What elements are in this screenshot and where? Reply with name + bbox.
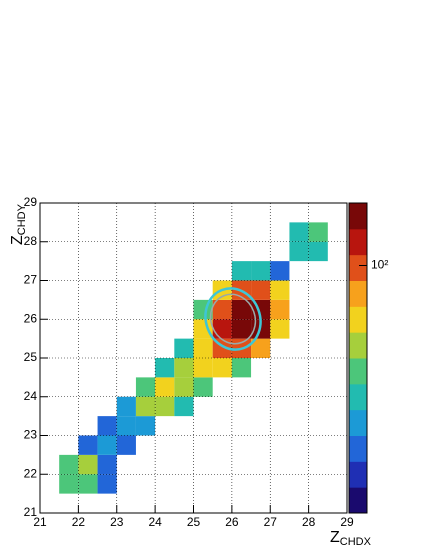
y-title-sub: CHDY [16, 203, 28, 235]
cell [251, 338, 271, 358]
cell [78, 454, 98, 475]
cell [116, 416, 136, 436]
colorbar-segment [349, 409, 367, 436]
cell [97, 454, 117, 475]
y-tick-label: 25 [24, 350, 38, 364]
cell [270, 299, 290, 320]
cell [231, 358, 252, 378]
cell [212, 319, 232, 339]
cell [231, 319, 252, 339]
colorbar-segment [349, 358, 367, 385]
x-tick-label: 23 [110, 515, 124, 529]
colorbar-segment [349, 280, 367, 307]
x-tick-label: 21 [33, 515, 47, 529]
cell [59, 474, 79, 494]
colorbar-segment [349, 254, 367, 281]
colorbar-segment [349, 461, 367, 488]
cell [289, 222, 309, 242]
y-tick-label: 28 [24, 234, 38, 248]
y-tick-label: 22 [24, 466, 38, 480]
cell [78, 435, 98, 455]
colorbar-segment [349, 487, 367, 514]
y-tick-label: 29 [24, 195, 38, 209]
cell [212, 299, 232, 320]
cells [59, 222, 328, 494]
x-tick-label: 24 [148, 515, 162, 529]
cell [251, 280, 271, 300]
y-tick-label: 23 [24, 428, 38, 442]
x-tick-label: 28 [302, 515, 316, 529]
colorbar-segment [349, 306, 367, 333]
x-title-base: Z [330, 529, 340, 546]
colorbar-frame [348, 202, 368, 514]
cell [193, 338, 213, 358]
cell [270, 280, 290, 300]
y-tick-label: 26 [24, 311, 38, 325]
y-tick-label: 27 [24, 273, 38, 287]
cell [231, 299, 252, 320]
cell [231, 261, 252, 281]
cell [97, 474, 117, 494]
cell [135, 396, 156, 417]
x-tick-label: 25 [187, 515, 201, 529]
cell [270, 261, 290, 281]
contour-inner [209, 293, 257, 345]
cell [251, 261, 271, 281]
cell [193, 319, 213, 339]
cell [193, 377, 213, 397]
contour-outer [204, 287, 262, 351]
cell [135, 416, 156, 436]
y-tick-label: 21 [24, 505, 38, 519]
frame [39, 202, 348, 514]
cell [155, 377, 175, 397]
x-tick-label: 27 [264, 515, 278, 529]
y-axis-title: ZCHDY [9, 203, 28, 245]
colorbar-segment [349, 383, 367, 411]
cell [135, 377, 156, 397]
cell [97, 416, 117, 436]
cell [270, 319, 290, 339]
cell [97, 435, 117, 455]
colorbar-segment [349, 203, 367, 230]
cell [174, 338, 194, 358]
cell [174, 377, 194, 397]
y-title-base: Z [9, 235, 26, 245]
cell [59, 454, 79, 475]
x-tick-label: 22 [72, 515, 86, 529]
cell [155, 358, 175, 378]
cell [116, 396, 136, 417]
cell [289, 241, 309, 262]
cell [116, 435, 136, 455]
x-title-sub: CHDX [340, 536, 372, 548]
cell [78, 474, 98, 494]
colorbar-segment [349, 435, 367, 462]
cell [193, 358, 213, 378]
cell [212, 358, 232, 378]
y-tick-label: 24 [24, 389, 38, 403]
x-tick-label: 26 [225, 515, 239, 529]
cell [174, 358, 194, 378]
cell [155, 396, 175, 417]
cell [174, 396, 194, 417]
x-axis-title: ZCHDX [330, 529, 372, 548]
colorbar-segment [349, 228, 367, 256]
colorbar-segment [349, 332, 367, 359]
x-tick-label: 29 [340, 515, 354, 529]
cell [308, 241, 328, 262]
cell [308, 222, 328, 242]
z-tick-label: 10² [371, 258, 388, 272]
